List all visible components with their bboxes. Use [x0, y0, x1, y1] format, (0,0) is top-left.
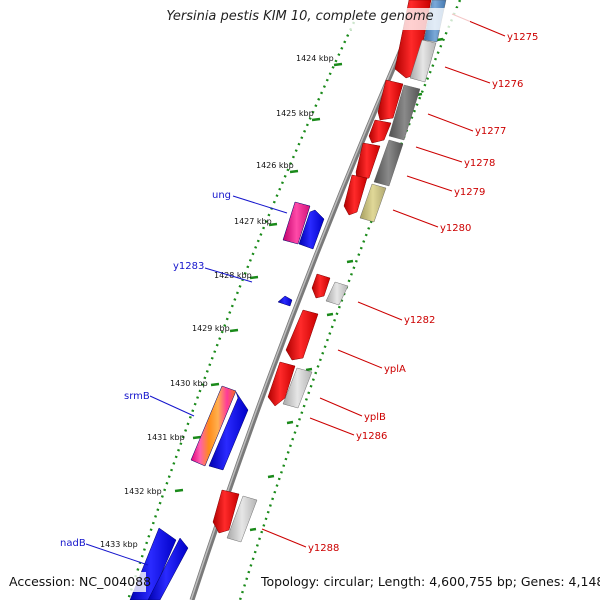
gene-light-3	[282, 367, 313, 409]
title-backdrop	[130, 8, 470, 30]
right-callouts	[261, 13, 506, 548]
gene-dark-2	[373, 139, 404, 187]
tick-label: 1425 kbp	[276, 109, 314, 118]
gene-label-y1276: y1276	[492, 79, 523, 90]
tick-label: 1432 kbp	[124, 487, 162, 496]
accession-text: Accession: NC_004088	[9, 574, 152, 589]
gene-srmB	[208, 391, 249, 471]
outer-tick-track	[238, 0, 462, 600]
accession-backdrop	[4, 572, 146, 592]
gene-label-y1275: y1275	[507, 32, 538, 43]
gene-ung-magenta	[282, 201, 311, 245]
tick-label: 1431 kbp	[147, 433, 185, 442]
gene-yplA	[285, 309, 319, 361]
gene-label-y1278: y1278	[464, 158, 495, 169]
map-title: Yersinia pestis KIM 10, complete genome	[166, 9, 434, 24]
gene-light-1	[409, 39, 437, 83]
gene-label-yplB: yplB	[364, 412, 386, 423]
tick-label: 1433 kbp	[100, 540, 138, 549]
gene-y1282	[311, 273, 331, 299]
tick-marks	[157, 62, 343, 547]
topology-text: Topology: circular; Length: 4,600,755 bp…	[261, 574, 600, 589]
gene-y1277a	[377, 79, 404, 121]
gene-label-srmB: srmB	[124, 391, 150, 402]
gene-label-y1286: y1286	[356, 431, 387, 442]
other-genes	[226, 0, 447, 543]
gene-label-y1283: y1283	[173, 261, 204, 272]
gene-label-y1277: y1277	[475, 126, 506, 137]
tick-label: 1426 kbp	[256, 161, 294, 170]
gene-label-ung: ung	[212, 190, 231, 201]
gene-nadB-2	[147, 537, 189, 600]
gene-label-y1288: y1288	[308, 543, 339, 554]
gene-label-nadB: nadB	[60, 538, 86, 549]
tick-labels: 1424 kbp 1425 kbp 1426 kbp 1427 kbp 1428…	[100, 54, 334, 549]
gene-label-y1282: y1282	[404, 315, 435, 326]
gene-y1277b	[368, 119, 392, 144]
tick-label: 1427 kbp	[234, 217, 272, 226]
reverse-strand-genes	[212, 0, 432, 534]
tick-label: 1428 kbp	[214, 271, 252, 280]
gene-ung	[298, 209, 325, 250]
gene-y1288	[212, 489, 240, 534]
gene-light-4	[226, 495, 258, 543]
gene-y1280	[343, 174, 368, 216]
gene-y1283	[277, 295, 293, 307]
gene-label-y1280: y1280	[440, 223, 471, 234]
gene-srmB-stripes	[190, 385, 237, 467]
tick-label: 1424 kbp	[296, 54, 334, 63]
inner-tick-track	[126, 21, 356, 600]
outer-tick-marks	[249, 37, 444, 532]
tick-label: 1430 kbp	[170, 379, 208, 388]
gene-light-2	[325, 281, 349, 306]
gene-dark-1	[388, 84, 421, 141]
left-callouts	[85, 195, 288, 566]
gene-label-y1279: y1279	[454, 187, 485, 198]
gene-yplB	[267, 361, 296, 407]
topology-backdrop	[256, 572, 596, 592]
gene-label-yplA: yplA	[384, 364, 406, 375]
tick-label: 1429 kbp	[192, 324, 230, 333]
gene-olive	[359, 183, 387, 223]
